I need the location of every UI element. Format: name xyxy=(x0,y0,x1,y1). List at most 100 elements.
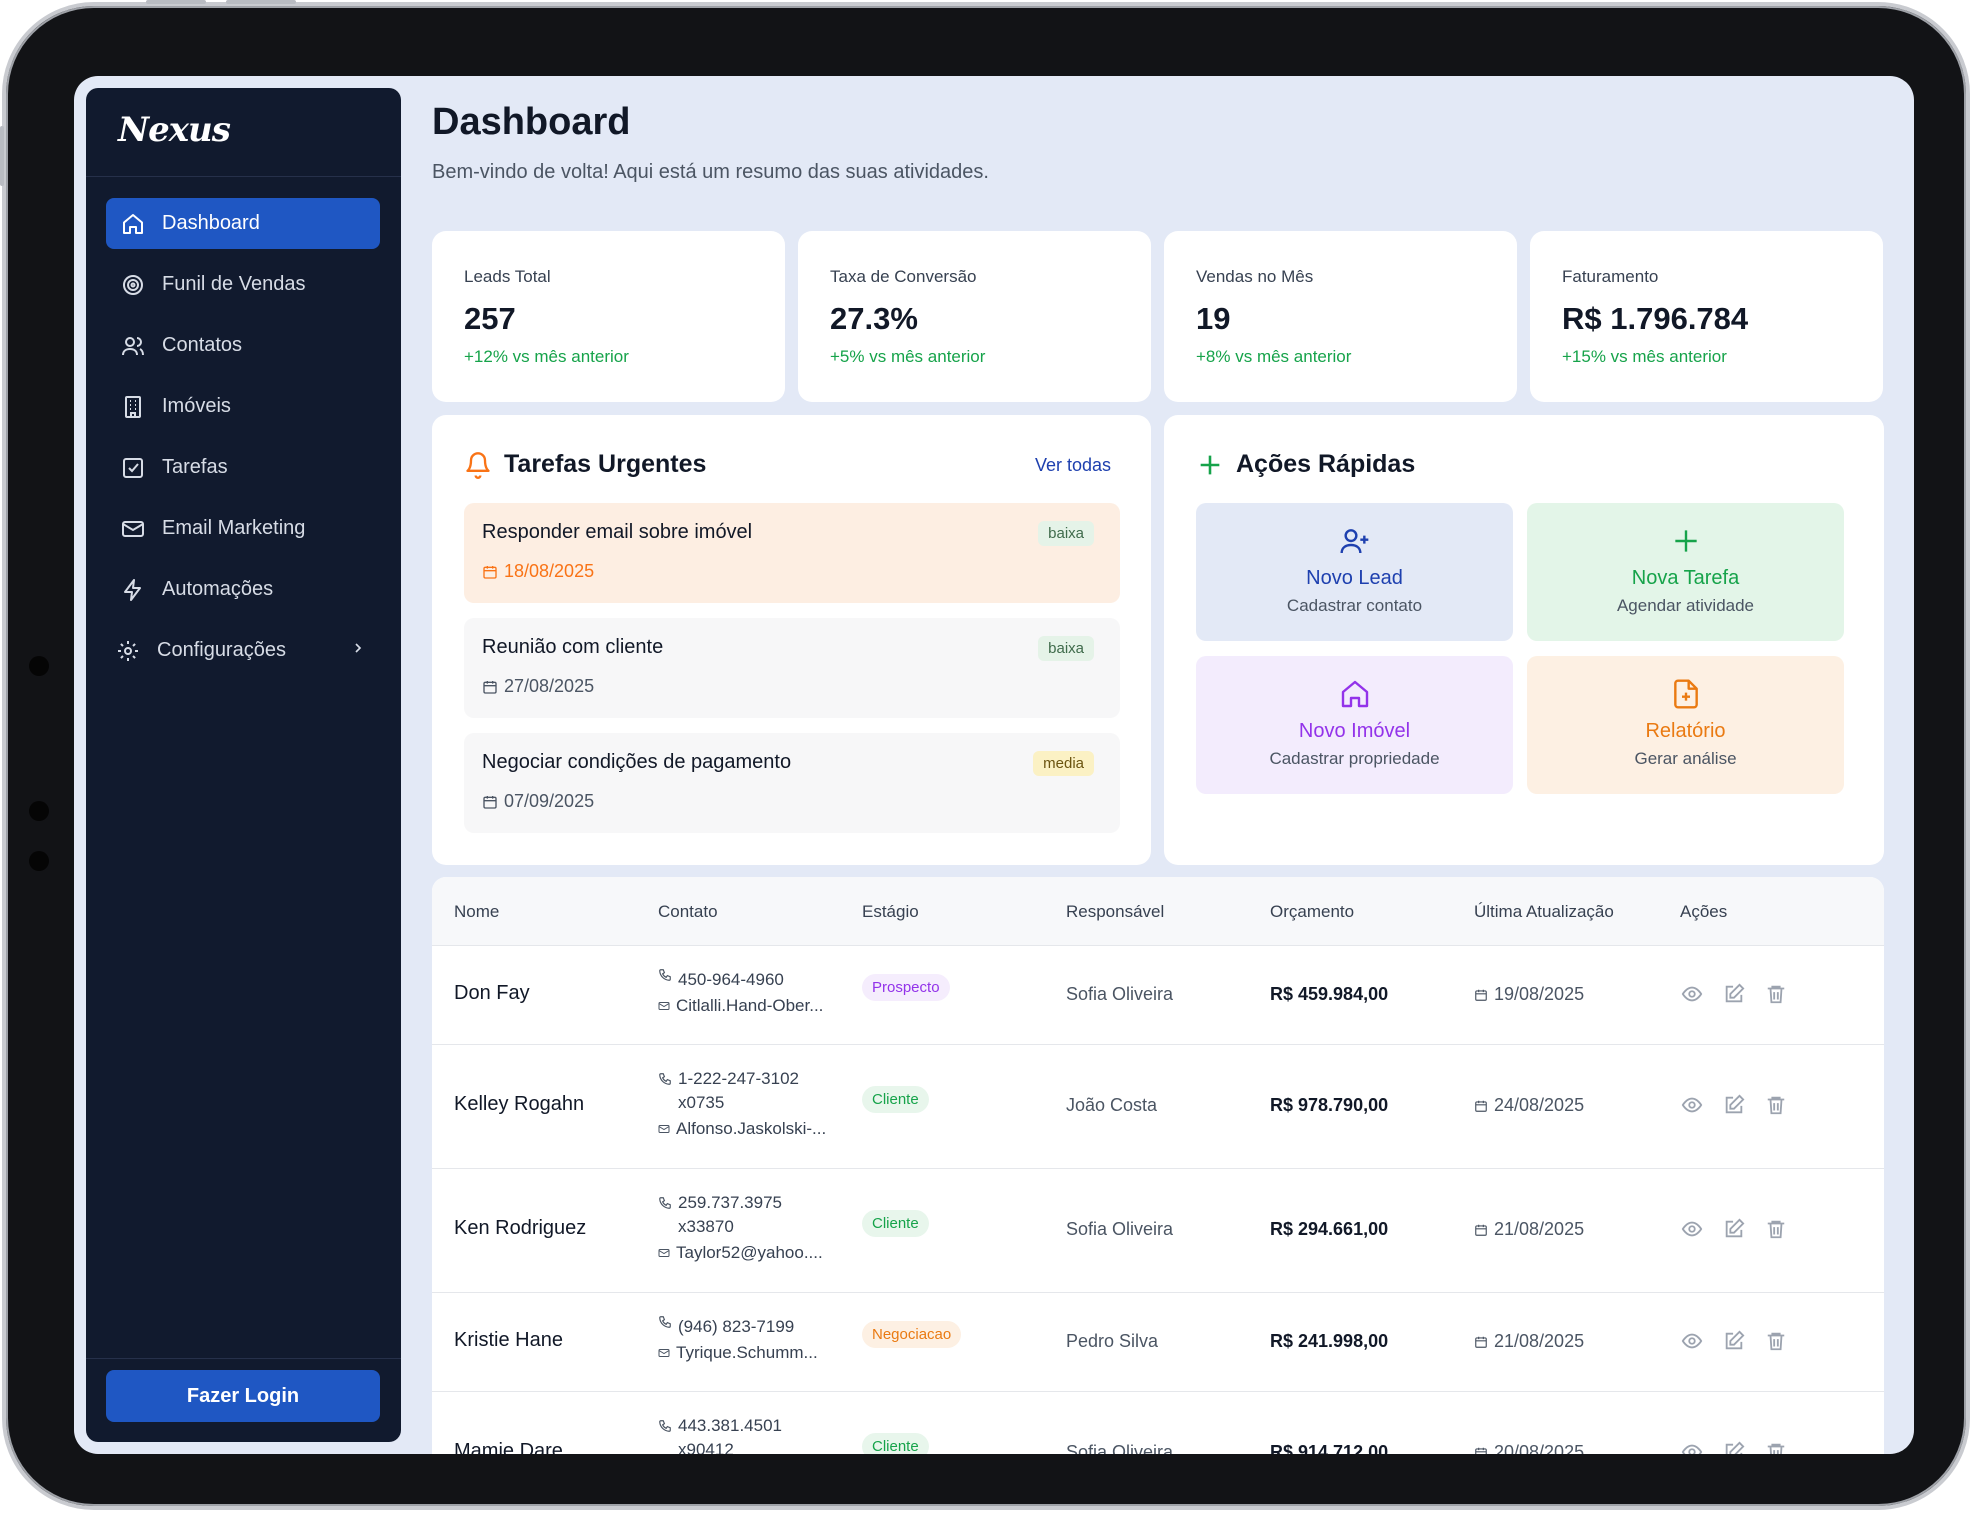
checkbox-icon xyxy=(120,455,146,481)
trash-icon[interactable] xyxy=(1764,1217,1788,1241)
lead-email[interactable]: Citlalli.Hand-Ober... xyxy=(676,996,824,1015)
sidebar-item-label: Funil de Vendas xyxy=(162,273,306,295)
sidebar-item-funil-de-vendas[interactable]: Funil de Vendas xyxy=(106,259,380,310)
column-header-orcamento[interactable]: Orçamento xyxy=(1270,902,1355,921)
phone-icon xyxy=(658,1072,672,1086)
lead-phone[interactable]: 443.381.4501 x90412 xyxy=(678,1416,782,1454)
urgent-tasks-card: Tarefas Urgentes Ver todas Responder ema… xyxy=(432,415,1151,865)
lead-phone[interactable]: (946) 823-7199 xyxy=(678,1317,795,1336)
table-header: Nome Contato Estágio Responsável Orçamen… xyxy=(432,877,1884,946)
eye-icon[interactable] xyxy=(1680,1093,1704,1117)
edit-icon[interactable] xyxy=(1722,982,1746,1006)
sidebar-item-contatos[interactable]: Contatos xyxy=(106,320,380,371)
stat-delta: +8% vs mês anterior xyxy=(1196,347,1352,366)
sidebar-item-label: Imóveis xyxy=(162,395,231,417)
plus-icon xyxy=(1196,451,1224,479)
edit-icon[interactable] xyxy=(1722,1440,1746,1454)
trash-icon[interactable] xyxy=(1764,982,1788,1006)
lead-phone[interactable]: 450-964-4960 xyxy=(678,970,784,989)
sidebar-item-configuracoes[interactable]: Configurações xyxy=(106,625,380,676)
quick-action-new-property[interactable]: Novo Imóvel Cadastrar propriedade xyxy=(1196,656,1513,794)
see-all-link[interactable]: Ver todas xyxy=(1034,455,1111,475)
lead-updated-date: 21/08/2025 xyxy=(1494,1219,1585,1239)
trash-icon[interactable] xyxy=(1764,1093,1788,1117)
priority-badge: baixa xyxy=(1038,521,1094,546)
lead-budget: R$ 459.984,00 xyxy=(1270,984,1389,1004)
quick-action-report[interactable]: Relatório Gerar análise xyxy=(1527,656,1844,794)
mail-icon xyxy=(120,516,146,542)
task-title: Reunião com cliente xyxy=(482,636,664,658)
column-header-nome[interactable]: Nome xyxy=(454,902,500,921)
file-plus-icon xyxy=(1527,676,1844,712)
row-actions xyxy=(1680,1093,1788,1117)
quick-action-subtitle: Gerar análise xyxy=(1634,749,1737,768)
lead-budget: R$ 294.661,00 xyxy=(1270,1219,1389,1239)
eye-icon[interactable] xyxy=(1680,1329,1704,1353)
lead-name: Kelley Rogahn xyxy=(454,1093,585,1115)
sidebar-item-imoveis[interactable]: Imóveis xyxy=(106,381,380,432)
eye-icon[interactable] xyxy=(1680,1217,1704,1241)
screen: Nexus Dashboard Funil de Vendas xyxy=(74,76,1914,1454)
table-row[interactable]: Don Fay 450-964-4960 Citlalli.Hand-Ober.… xyxy=(432,946,1884,1045)
sidebar-item-email-marketing[interactable]: Email Marketing xyxy=(106,503,380,554)
edit-icon[interactable] xyxy=(1722,1217,1746,1241)
calendar-icon xyxy=(482,679,498,695)
quick-action-title: Nova Tarefa xyxy=(1631,567,1740,589)
quick-action-title: Relatório xyxy=(1645,720,1726,742)
task-item[interactable]: Responder email sobre imóvel 18/08/2025 … xyxy=(464,503,1120,603)
task-item[interactable]: Negociar condições de pagamento 07/09/20… xyxy=(464,733,1120,833)
column-header-ultima-atualizacao[interactable]: Última Atualização xyxy=(1474,902,1614,921)
task-title: Responder email sobre imóvel xyxy=(482,521,753,543)
eye-icon[interactable] xyxy=(1680,982,1704,1006)
lead-email[interactable]: Taylor52@yahoo.... xyxy=(676,1243,823,1262)
column-header-contato[interactable]: Contato xyxy=(658,902,718,921)
stage-badge: Cliente xyxy=(862,1433,929,1454)
chevron-right-icon xyxy=(350,639,366,662)
sidebar-item-dashboard[interactable]: Dashboard xyxy=(106,198,380,249)
lead-phone[interactable]: 259.737.3975 x33870 xyxy=(678,1193,782,1236)
email-row: Citlalli.Hand-Ober... xyxy=(658,996,848,1016)
eye-icon[interactable] xyxy=(1680,1440,1704,1454)
app-logo[interactable]: Nexus xyxy=(118,110,231,150)
email-row: Tyrique.Schumm... xyxy=(658,1343,848,1363)
table-row[interactable]: Kristie Hane (946) 823-7199 Tyrique.Schu… xyxy=(432,1293,1884,1392)
calendar-icon xyxy=(1474,988,1488,1002)
phone-icon xyxy=(658,1315,672,1329)
page-subtitle: Bem-vindo de volta! Aqui está um resumo … xyxy=(432,161,989,183)
task-item[interactable]: Reunião com cliente 27/08/2025 baixa xyxy=(464,618,1120,718)
column-header-estagio[interactable]: Estágio xyxy=(862,902,919,921)
priority-badge: baixa xyxy=(1038,636,1094,661)
lead-email[interactable]: Alfonso.Jaskolski-... xyxy=(676,1119,827,1138)
column-header-responsavel[interactable]: Responsável xyxy=(1066,902,1165,921)
quick-action-new-lead[interactable]: Novo Lead Cadastrar contato xyxy=(1196,503,1513,641)
sidebar-item-label: Dashboard xyxy=(162,212,260,234)
email-row: Taylor52@yahoo.... xyxy=(658,1243,848,1263)
lead-updated-date: 21/08/2025 xyxy=(1494,1331,1585,1351)
edit-icon[interactable] xyxy=(1722,1093,1746,1117)
quick-action-subtitle: Cadastrar contato xyxy=(1286,596,1423,615)
lead-updated-date: 19/08/2025 xyxy=(1494,984,1585,1004)
sidebar-item-automacoes[interactable]: Automações xyxy=(106,564,380,615)
target-icon xyxy=(120,272,146,298)
edit-icon[interactable] xyxy=(1722,1329,1746,1353)
lead-stage: Prospecto xyxy=(862,974,950,1001)
lead-name: Don Fay xyxy=(454,982,530,1004)
row-actions xyxy=(1680,1440,1788,1454)
table-row[interactable]: Kelley Rogahn 1-222-247-3102 x0735 Alfon… xyxy=(432,1045,1884,1169)
lead-name: Ken Rodriguez xyxy=(454,1217,587,1239)
stat-value: R$ 1.796.784 xyxy=(1562,301,1749,336)
table-row[interactable]: Ken Rodriguez 259.737.3975 x33870 Taylor… xyxy=(432,1169,1884,1293)
lead-phone[interactable]: 1-222-247-3102 x0735 xyxy=(678,1069,799,1112)
quick-action-title: Novo Imóvel xyxy=(1298,720,1411,742)
stat-label: Taxa de Conversão xyxy=(830,267,977,286)
table-row[interactable]: Mamie Dare 443.381.4501 x90412 Cliente S… xyxy=(432,1392,1884,1454)
trash-icon[interactable] xyxy=(1764,1440,1788,1454)
quick-action-new-task[interactable]: Nova Tarefa Agendar atividade xyxy=(1527,503,1844,641)
stat-label: Vendas no Mês xyxy=(1196,267,1314,286)
sidebar-nav: Dashboard Funil de Vendas Contatos xyxy=(106,198,380,686)
login-button[interactable]: Fazer Login xyxy=(106,1370,380,1422)
trash-icon[interactable] xyxy=(1764,1329,1788,1353)
lead-email[interactable]: Tyrique.Schumm... xyxy=(676,1343,818,1362)
sidebar-item-tarefas[interactable]: Tarefas xyxy=(106,442,380,493)
